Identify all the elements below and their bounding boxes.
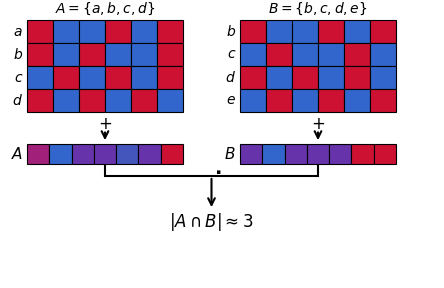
Bar bbox=[318, 43, 344, 66]
Bar bbox=[240, 144, 262, 164]
Bar bbox=[370, 89, 396, 112]
Bar bbox=[53, 89, 79, 112]
Bar bbox=[139, 144, 161, 164]
Bar bbox=[370, 43, 396, 66]
Bar bbox=[131, 43, 157, 66]
Bar bbox=[105, 20, 131, 43]
Bar bbox=[266, 43, 292, 66]
Bar bbox=[266, 20, 292, 43]
Bar bbox=[105, 43, 131, 66]
Bar bbox=[105, 89, 131, 112]
Text: $c$: $c$ bbox=[226, 48, 236, 62]
Bar bbox=[79, 66, 105, 89]
Text: $B = \{b,c,d,e\}$: $B = \{b,c,d,e\}$ bbox=[268, 1, 368, 17]
Bar bbox=[318, 20, 344, 43]
Bar bbox=[344, 89, 370, 112]
Bar bbox=[370, 66, 396, 89]
Bar bbox=[344, 43, 370, 66]
Bar bbox=[292, 20, 318, 43]
Bar bbox=[266, 66, 292, 89]
Bar bbox=[79, 43, 105, 66]
Bar bbox=[240, 20, 266, 43]
Text: $b$: $b$ bbox=[226, 24, 236, 39]
Bar bbox=[53, 66, 79, 89]
Bar bbox=[344, 20, 370, 43]
Bar bbox=[71, 144, 94, 164]
Text: $|A \cap B| \approx 3$: $|A \cap B| \approx 3$ bbox=[169, 211, 254, 233]
Bar bbox=[131, 66, 157, 89]
Text: $a$: $a$ bbox=[13, 24, 23, 39]
Text: $+$: $+$ bbox=[311, 115, 325, 133]
Text: $d$: $d$ bbox=[12, 93, 23, 108]
Bar bbox=[53, 20, 79, 43]
Bar bbox=[27, 66, 53, 89]
Bar bbox=[352, 144, 374, 164]
Bar bbox=[131, 20, 157, 43]
Text: $b$: $b$ bbox=[13, 47, 23, 62]
Bar bbox=[240, 89, 266, 112]
Bar bbox=[49, 144, 71, 164]
Bar bbox=[292, 43, 318, 66]
Bar bbox=[94, 144, 116, 164]
Bar bbox=[262, 144, 285, 164]
Bar bbox=[157, 43, 183, 66]
Text: $d$: $d$ bbox=[225, 70, 236, 85]
Bar bbox=[27, 20, 53, 43]
Bar bbox=[27, 144, 49, 164]
Bar bbox=[240, 66, 266, 89]
Text: $B$: $B$ bbox=[225, 146, 236, 162]
Bar bbox=[344, 66, 370, 89]
Bar bbox=[292, 66, 318, 89]
Bar bbox=[161, 144, 183, 164]
Bar bbox=[157, 66, 183, 89]
Bar bbox=[131, 89, 157, 112]
Bar bbox=[157, 20, 183, 43]
Bar bbox=[318, 89, 344, 112]
Bar bbox=[266, 89, 292, 112]
Bar bbox=[318, 66, 344, 89]
Bar bbox=[329, 144, 352, 164]
Bar bbox=[105, 66, 131, 89]
Bar bbox=[370, 20, 396, 43]
Text: $e$: $e$ bbox=[226, 94, 236, 107]
Text: $A$: $A$ bbox=[11, 146, 23, 162]
Bar bbox=[292, 89, 318, 112]
Bar bbox=[79, 89, 105, 112]
Bar bbox=[240, 43, 266, 66]
Bar bbox=[27, 43, 53, 66]
Bar bbox=[285, 144, 307, 164]
Bar bbox=[116, 144, 139, 164]
Text: $+$: $+$ bbox=[98, 115, 112, 133]
Text: $c$: $c$ bbox=[14, 71, 23, 84]
Bar bbox=[157, 89, 183, 112]
Text: $A = \{a,b,c,d\}$: $A = \{a,b,c,d\}$ bbox=[55, 1, 155, 17]
Text: $\boldsymbol{\cdot}$: $\boldsymbol{\cdot}$ bbox=[214, 162, 222, 181]
Bar bbox=[27, 89, 53, 112]
Bar bbox=[53, 43, 79, 66]
Bar bbox=[374, 144, 396, 164]
Bar bbox=[307, 144, 329, 164]
Bar bbox=[79, 20, 105, 43]
